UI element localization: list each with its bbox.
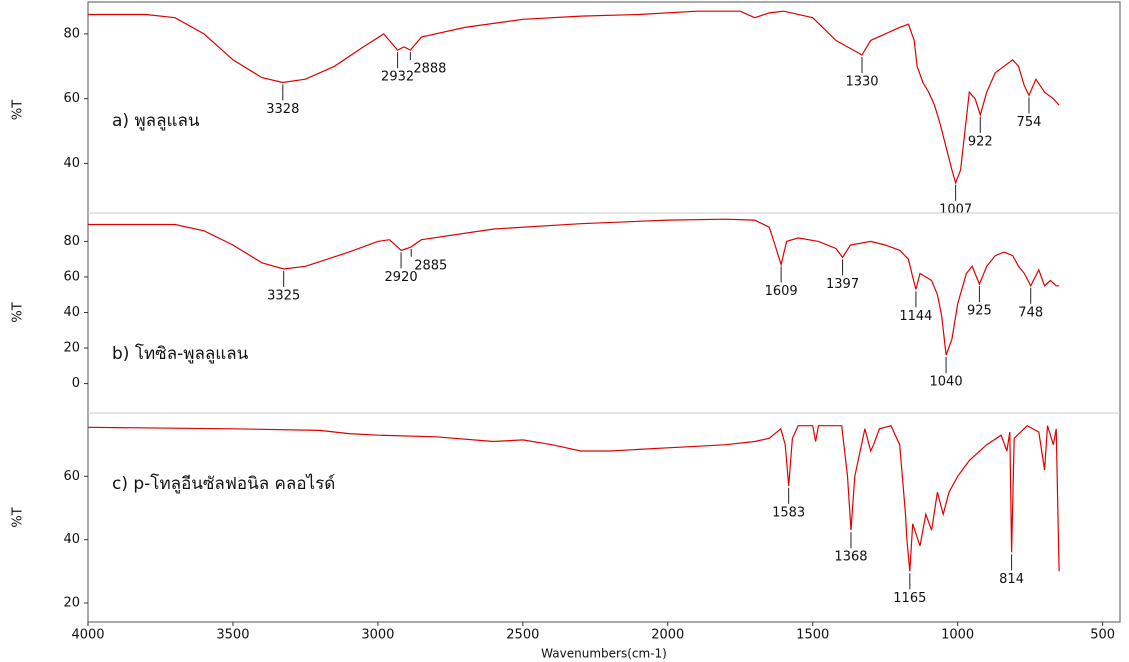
- panel-label: b) โทซิล-พูลลูแลน: [112, 343, 249, 364]
- x-tick-label: 3500: [216, 628, 249, 643]
- y-tick-label: 20: [63, 596, 80, 611]
- y-tick-label: 40: [63, 532, 80, 547]
- y-tick-label: 60: [63, 269, 80, 284]
- peak-label: 754: [1017, 115, 1042, 130]
- peak-label: 925: [967, 304, 992, 319]
- y-tick-label: 0: [72, 376, 80, 391]
- peak-label: 748: [1018, 305, 1043, 320]
- peak-label: 1397: [826, 277, 859, 292]
- x-tick-label: 2500: [506, 628, 539, 643]
- page: 40 60 80 %T 3328 29322888 1330 1007 922 754 a) พูล…: [0, 0, 1129, 662]
- spectrum-line: [88, 11, 1059, 183]
- x-axis-label: Wavenumbers(cm-1): [541, 647, 667, 661]
- y-tick-label: 40: [63, 156, 80, 171]
- y-tick-label: 80: [63, 26, 80, 41]
- peak-label: 1368: [834, 550, 867, 565]
- peak-label: 814: [999, 572, 1024, 587]
- y-tick-label: 60: [63, 469, 80, 484]
- peak-label: 1609: [765, 284, 798, 299]
- peak-label: 1007: [939, 202, 972, 217]
- y-axis-label: %T: [11, 100, 26, 120]
- x-tick-label: 3000: [361, 628, 394, 643]
- y-tick-label: 60: [63, 91, 80, 106]
- x-tick-label: 1500: [796, 628, 829, 643]
- chart: 40 60 80 %T 3328 29322888 1330 1007 922 754 a) พูล…: [0, 0, 1129, 662]
- y-tick-label: 80: [63, 234, 80, 249]
- peak-label: 922: [968, 134, 993, 149]
- y-tick-label: 40: [63, 305, 80, 320]
- peak-label: 2932: [381, 70, 414, 85]
- x-tick-label: 500: [1090, 628, 1115, 643]
- peak-label: 3325: [267, 288, 300, 303]
- peak-label: 2885: [414, 258, 447, 273]
- y-axis-label: %T: [11, 302, 26, 322]
- peak-label: 2888: [413, 62, 446, 77]
- peak-label: 1583: [772, 505, 805, 520]
- peak-label: 1144: [899, 309, 932, 324]
- panel-label: c) p-โทลูอีนซัลฟอนิล คลอไรด์: [112, 473, 335, 494]
- peak-label: 1165: [893, 591, 926, 606]
- peak-label: 1330: [845, 74, 878, 89]
- peak-label: 2920: [385, 270, 418, 285]
- x-tick-label: 4000: [71, 628, 104, 643]
- y-tick-label: 20: [63, 341, 80, 356]
- peak-label: 3328: [266, 102, 299, 117]
- y-axis-label: %T: [11, 507, 26, 527]
- peak-label: 1040: [930, 375, 963, 390]
- panel-label: a) พูลลูแลน: [112, 111, 200, 131]
- plot-frame: [88, 2, 1120, 622]
- x-tick-label: 2000: [651, 628, 684, 643]
- x-tick-label: 1000: [941, 628, 974, 643]
